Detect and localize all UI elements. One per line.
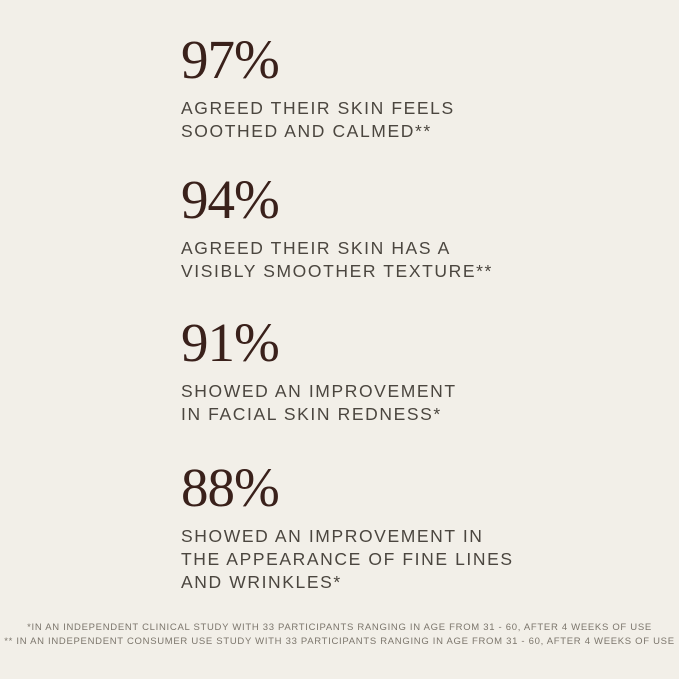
stat-caption-line: IN FACIAL SKIN REDNESS*	[181, 404, 442, 424]
stat-block-redness: 91% SHOWED AN IMPROVEMENT IN FACIAL SKIN…	[181, 315, 621, 426]
stat-caption-line: AND WRINKLES*	[181, 572, 342, 592]
stat-block-soothed: 97% AGREED THEIR SKIN FEELS SOOTHED AND …	[181, 32, 621, 143]
stat-caption-line: SHOWED AN IMPROVEMENT IN	[181, 526, 484, 546]
stat-caption: AGREED THEIR SKIN HAS A VISIBLY SMOOTHER…	[181, 237, 621, 283]
stat-caption-line: SOOTHED AND CALMED**	[181, 121, 432, 141]
stat-caption-line: VISIBLY SMOOTHER TEXTURE**	[181, 261, 493, 281]
stat-caption-line: SHOWED AN IMPROVEMENT	[181, 381, 457, 401]
footnotes: *IN AN INDEPENDENT CLINICAL STUDY WITH 3…	[0, 621, 679, 649]
stat-value: 97%	[181, 29, 280, 90]
stat-caption: SHOWED AN IMPROVEMENT IN FACIAL SKIN RED…	[181, 380, 621, 426]
stat-caption: SHOWED AN IMPROVEMENT IN THE APPEARANCE …	[181, 525, 621, 594]
stat-value: 94%	[181, 169, 280, 230]
footnote-clinical-study: *IN AN INDEPENDENT CLINICAL STUDY WITH 3…	[27, 622, 652, 633]
footnote-consumer-study: ** IN AN INDEPENDENT CONSUMER USE STUDY …	[4, 636, 675, 647]
stat-caption-line: AGREED THEIR SKIN HAS A	[181, 238, 451, 258]
stat-block-fine-lines: 88% SHOWED AN IMPROVEMENT IN THE APPEARA…	[181, 460, 621, 594]
stat-caption-line: AGREED THEIR SKIN FEELS	[181, 98, 455, 118]
stat-block-smoother-texture: 94% AGREED THEIR SKIN HAS A VISIBLY SMOO…	[181, 172, 621, 283]
stat-caption-line: THE APPEARANCE OF FINE LINES	[181, 549, 514, 569]
stat-value: 88%	[181, 457, 280, 518]
stat-caption: AGREED THEIR SKIN FEELS SOOTHED AND CALM…	[181, 97, 621, 143]
stat-value: 91%	[181, 312, 280, 373]
